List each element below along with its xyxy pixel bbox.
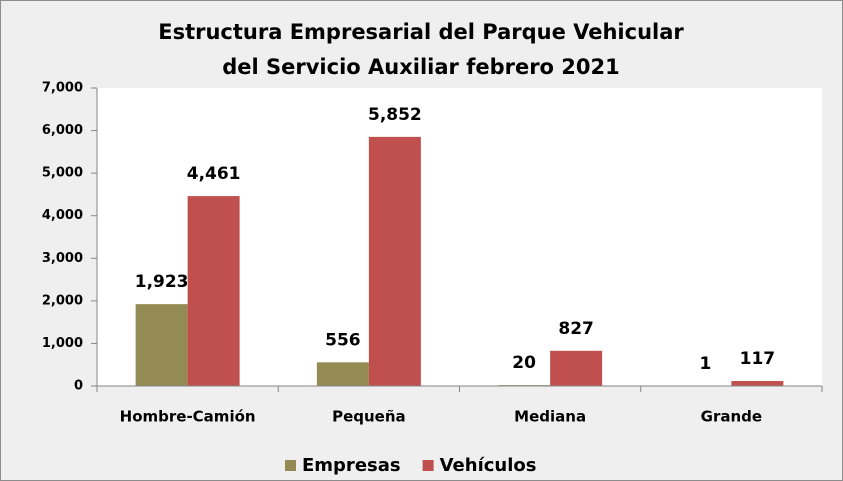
bar <box>135 304 188 386</box>
legend-label: Vehículos <box>440 455 537 476</box>
bar <box>187 196 240 386</box>
x-tick-label: Grande <box>701 408 762 426</box>
data-label: 5,852 <box>368 105 422 125</box>
y-tick-label: 2,000 <box>42 293 83 308</box>
bar <box>731 381 784 386</box>
x-tick-label: Mediana <box>514 408 586 426</box>
y-tick-label: 6,000 <box>42 123 83 138</box>
data-label: 1,923 <box>135 272 189 292</box>
x-tick-label: Pequeña <box>332 408 406 426</box>
legend-label: Empresas <box>302 455 401 476</box>
x-tick-label: Hombre-Camión <box>120 408 256 426</box>
y-tick-label: 1,000 <box>42 336 83 351</box>
bar <box>316 362 369 386</box>
legend-swatch <box>285 460 296 471</box>
data-label: 117 <box>740 349 776 369</box>
bar <box>550 350 603 386</box>
y-tick-label: 5,000 <box>42 166 83 181</box>
y-tick-label: 7,000 <box>42 81 83 96</box>
data-label: 1 <box>699 354 711 374</box>
y-tick-label: 3,000 <box>42 251 83 266</box>
legend-swatch <box>422 460 434 471</box>
chart-title: del Servicio Auxiliar febrero 2021 <box>222 55 620 79</box>
y-tick-label: 4,000 <box>42 208 83 223</box>
data-label: 827 <box>558 319 594 339</box>
chart-title: Estructura Empresarial del Parque Vehicu… <box>158 20 684 44</box>
data-label: 556 <box>325 330 361 350</box>
y-tick-label: 0 <box>74 379 83 394</box>
data-label: 20 <box>512 353 536 373</box>
data-label: 4,461 <box>187 164 241 184</box>
bar <box>368 136 421 386</box>
